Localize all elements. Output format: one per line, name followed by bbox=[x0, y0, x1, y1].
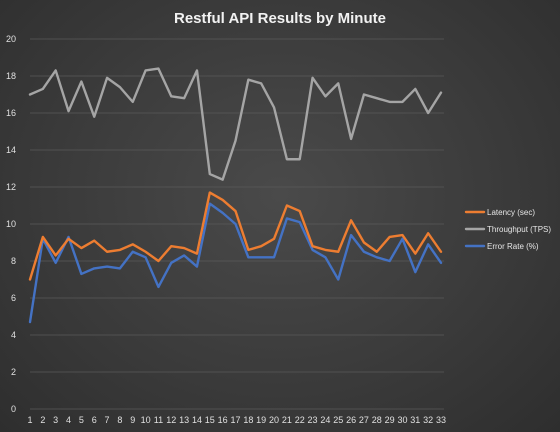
x-tick-label: 21 bbox=[282, 415, 292, 425]
x-tick-label: 9 bbox=[130, 415, 135, 425]
series-line-error-rate bbox=[28, 202, 443, 324]
x-tick-label: 10 bbox=[141, 415, 151, 425]
x-tick-label: 31 bbox=[410, 415, 420, 425]
x-tick-label: 23 bbox=[308, 415, 318, 425]
x-tick-label: 33 bbox=[436, 415, 446, 425]
x-tick-label: 13 bbox=[179, 415, 189, 425]
x-tick-label: 19 bbox=[256, 415, 266, 425]
y-tick-label: 16 bbox=[6, 108, 16, 118]
x-tick-label: 25 bbox=[333, 415, 343, 425]
y-tick-label: 6 bbox=[11, 293, 16, 303]
x-tick-label: 24 bbox=[320, 415, 330, 425]
y-tick-label: 18 bbox=[6, 71, 16, 81]
x-tick-label: 28 bbox=[372, 415, 382, 425]
x-tick-label: 30 bbox=[397, 415, 407, 425]
x-tick-label: 17 bbox=[230, 415, 240, 425]
y-tick-label: 14 bbox=[6, 145, 16, 155]
x-axis-ticks: 1 2 3 4 5 6 7 8 9 10 11 12 13 14 15 16 17 18 19 20 21 22 23 24 2… bbox=[27, 415, 446, 425]
x-tick-label: 12 bbox=[166, 415, 176, 425]
y-tick-label: 10 bbox=[6, 219, 16, 229]
y-tick-label: 8 bbox=[11, 256, 16, 266]
x-tick-label: 6 bbox=[92, 415, 97, 425]
gridlines bbox=[30, 38, 444, 410]
y-tick-label: 12 bbox=[6, 182, 16, 192]
legend-label-latency-sec: Latency (sec) bbox=[487, 208, 535, 217]
legend-label-throughput-tps: Throughput (TPS) bbox=[487, 225, 551, 234]
x-tick-label: 15 bbox=[205, 415, 215, 425]
x-tick-label: 8 bbox=[117, 415, 122, 425]
y-tick-label: 2 bbox=[11, 367, 16, 377]
x-tick-label: 2 bbox=[40, 415, 45, 425]
x-tick-label: 7 bbox=[105, 415, 110, 425]
x-tick-label: 3 bbox=[53, 415, 58, 425]
x-tick-label: 4 bbox=[66, 415, 71, 425]
y-tick-label: 0 bbox=[11, 404, 16, 414]
x-tick-label: 1 bbox=[27, 415, 32, 425]
x-tick-label: 32 bbox=[423, 415, 433, 425]
x-tick-label: 27 bbox=[359, 415, 369, 425]
x-tick-label: 11 bbox=[154, 415, 163, 425]
y-tick-label: 20 bbox=[6, 34, 16, 44]
x-tick-label: 26 bbox=[346, 415, 356, 425]
x-tick-label: 22 bbox=[295, 415, 305, 425]
series-lines bbox=[28, 67, 443, 324]
series-line-throughput-tps bbox=[28, 67, 443, 181]
x-tick-label: 18 bbox=[243, 415, 253, 425]
x-tick-label: 5 bbox=[79, 415, 84, 425]
y-axis-ticks: 0 2 4 6 8 10 12 14 16 18 20 bbox=[6, 34, 16, 414]
chart-title: Restful API Results by Minute bbox=[174, 10, 386, 27]
x-tick-label: 16 bbox=[218, 415, 228, 425]
legend: Latency (sec) Throughput (TPS) Error Rate … bbox=[464, 208, 551, 251]
x-tick-label: 14 bbox=[192, 415, 202, 425]
x-tick-label: 20 bbox=[269, 415, 279, 425]
legend-label-error-rate: Error Rate (%) bbox=[487, 242, 539, 251]
y-tick-label: 4 bbox=[11, 330, 16, 340]
series-line-latency-sec bbox=[28, 191, 443, 281]
x-tick-label: 29 bbox=[385, 415, 395, 425]
